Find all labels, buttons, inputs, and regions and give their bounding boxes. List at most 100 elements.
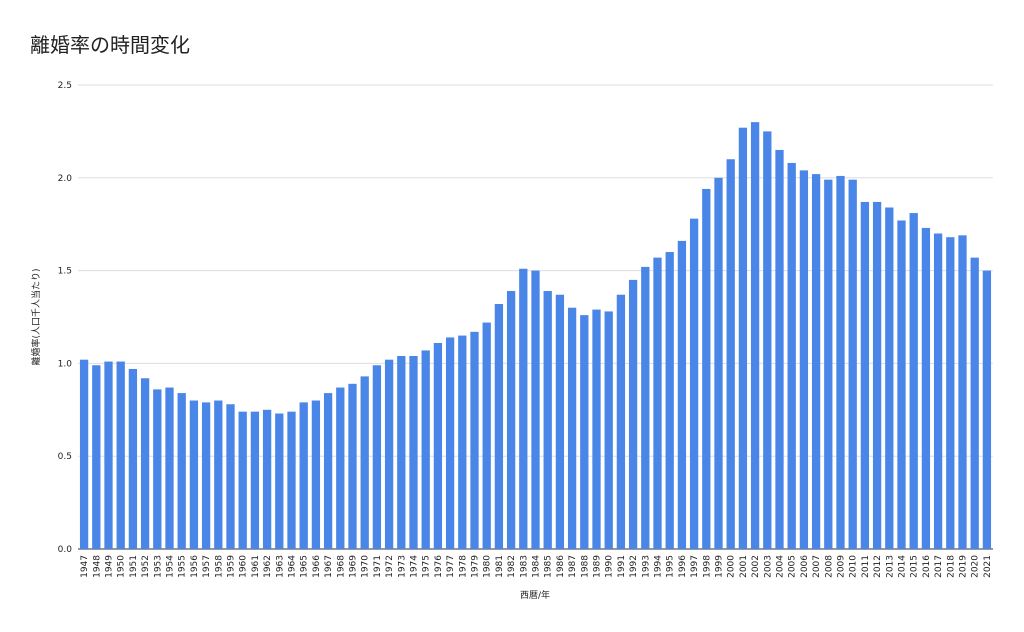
- bar: [165, 387, 174, 549]
- x-tick-label: 2019: [959, 555, 969, 578]
- bar: [519, 268, 528, 549]
- bar: [677, 240, 687, 550]
- bar: [702, 188, 711, 549]
- bar: [909, 213, 918, 549]
- x-tick-label: 1970: [361, 555, 371, 578]
- bar: [189, 400, 199, 549]
- x-tick-label: 1989: [593, 555, 603, 578]
- bar: [214, 400, 223, 549]
- bar: [860, 201, 870, 550]
- x-tick-label: 2011: [861, 555, 871, 578]
- x-tick-label: 1950: [117, 555, 127, 578]
- bar: [238, 411, 247, 549]
- chart-title: 離婚率の時間変化: [30, 33, 190, 57]
- x-tick-label: 2000: [727, 555, 737, 578]
- x-tick-label: 2001: [739, 555, 749, 578]
- x-tick-label: 1974: [410, 555, 420, 578]
- x-tick-label: 1958: [214, 555, 224, 578]
- y-tick-label: 2.0: [58, 174, 73, 184]
- x-tick-label: 2018: [946, 555, 956, 578]
- x-tick-label: 1953: [153, 555, 163, 578]
- bar: [323, 393, 333, 549]
- x-tick-label: 2017: [934, 555, 944, 578]
- bar: [299, 402, 308, 549]
- x-tick-label: 2015: [910, 555, 920, 578]
- x-tick-label: 1982: [507, 555, 517, 578]
- x-tick-label: 1957: [202, 555, 212, 578]
- x-tick-label: 2008: [824, 555, 834, 578]
- bar: [153, 389, 162, 549]
- bar: [580, 315, 589, 549]
- bar: [933, 233, 943, 550]
- bar: [201, 402, 211, 549]
- x-tick-label: 1948: [92, 555, 102, 578]
- x-tick-label: 1965: [300, 555, 310, 578]
- bar: [763, 131, 772, 549]
- x-tick-label: 1967: [324, 555, 334, 578]
- bar: [226, 404, 235, 549]
- x-tick-label: 1979: [471, 555, 481, 578]
- bar: [433, 342, 443, 549]
- y-tick-label: 1.5: [58, 267, 72, 277]
- bar: [177, 393, 186, 549]
- x-tick-label: 2005: [788, 555, 798, 578]
- bar: [79, 359, 89, 549]
- x-tick-label: 1973: [397, 555, 407, 578]
- bar: [531, 270, 540, 549]
- x-tick-label: 2020: [971, 555, 981, 578]
- x-tick-label: 1988: [580, 555, 590, 578]
- x-tick-label: 2021: [983, 555, 993, 578]
- bar: [982, 270, 992, 549]
- bar: [628, 279, 638, 549]
- bar: [250, 411, 260, 549]
- bar: [885, 207, 894, 549]
- x-tick-label: 1981: [495, 555, 505, 578]
- bar: [750, 122, 760, 550]
- x-tick-label: 1966: [312, 555, 322, 578]
- x-tick-label: 1995: [666, 555, 676, 578]
- bar: [104, 361, 113, 549]
- bar: [836, 175, 845, 549]
- bar: [482, 322, 491, 549]
- x-tick-label: 1949: [105, 555, 115, 578]
- x-tick-label: 1976: [434, 555, 444, 578]
- bar: [738, 127, 748, 550]
- bar: [665, 252, 674, 550]
- x-tick-label: 1983: [519, 555, 529, 578]
- bar: [384, 359, 394, 549]
- x-tick-label: 1994: [654, 555, 664, 578]
- x-tick-label: 1947: [80, 555, 90, 578]
- x-axis-title: 西暦/年: [520, 589, 550, 601]
- bar: [397, 355, 406, 549]
- x-tick-label: 2002: [751, 555, 761, 578]
- x-tick-label: 1985: [544, 555, 554, 578]
- x-tick-label: 1964: [288, 555, 298, 578]
- bar: [372, 365, 382, 549]
- bar: [811, 174, 821, 549]
- x-tick-label: 1990: [605, 555, 615, 578]
- bar: [787, 162, 796, 549]
- bar: [641, 266, 650, 549]
- x-tick-label: 1992: [629, 555, 639, 578]
- x-tick-label: 1996: [678, 555, 688, 578]
- x-tick-label: 1986: [556, 555, 566, 578]
- bar: [555, 294, 565, 549]
- bar: [421, 350, 430, 549]
- bar: [275, 413, 284, 549]
- x-tick-label: 1972: [385, 555, 395, 578]
- x-tick-label: 1968: [336, 555, 346, 578]
- x-tick-label: 1980: [483, 555, 493, 578]
- bar: [409, 355, 418, 549]
- x-tick-label: 2016: [922, 555, 932, 578]
- y-tick-label: 1.0: [58, 359, 73, 369]
- bar: [616, 294, 626, 549]
- bar: [140, 378, 150, 549]
- x-tick-label: 1971: [373, 555, 383, 578]
- x-tick-label: 1975: [422, 555, 432, 578]
- x-tick-label: 1984: [532, 555, 542, 578]
- bar: [848, 179, 857, 549]
- bar: [506, 291, 516, 549]
- x-tick-label: 1956: [190, 555, 200, 578]
